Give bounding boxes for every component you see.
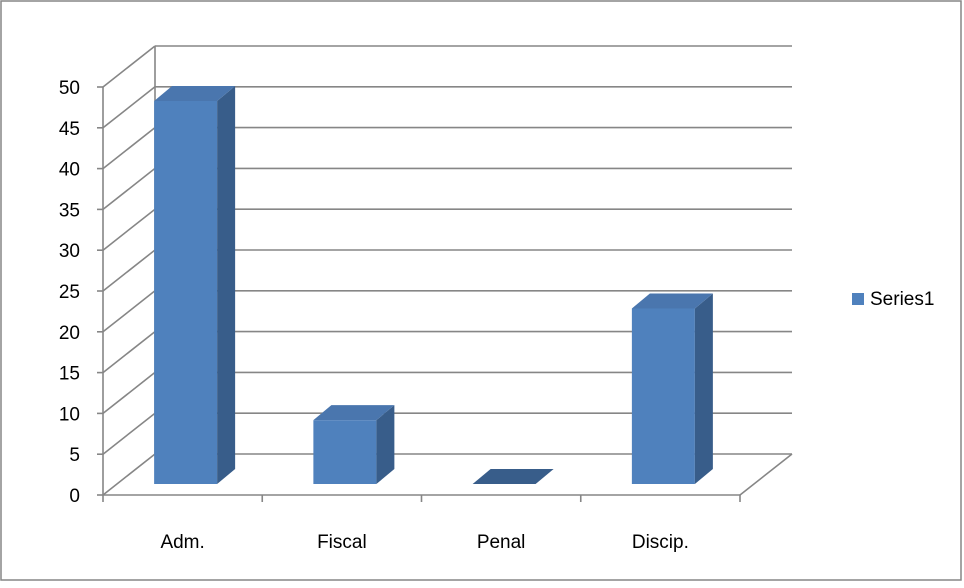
gridline-side	[102, 167, 156, 211]
legend-label-series1: Series1	[870, 289, 934, 310]
chart-axes: 0 5 10 15 20 25 30 35 40 45 50 Adm. Fiscal Penal Disci…	[59, 78, 741, 553]
y-tick-label: 20	[59, 323, 80, 344]
gridline-side	[102, 290, 156, 333]
gridline-side	[102, 371, 156, 415]
y-tick-label: 0	[69, 486, 80, 507]
y-tick-label: 15	[59, 364, 80, 385]
y-tick-label: 30	[59, 241, 80, 262]
bar-penal	[472, 469, 554, 484]
bar-front	[313, 420, 377, 484]
x-tick-label: Penal	[477, 532, 526, 553]
gridline-side	[102, 45, 156, 88]
y-tick-label: 10	[59, 404, 80, 425]
bar-adm	[154, 85, 236, 485]
gridline-side	[102, 249, 156, 292]
gridline-side	[102, 330, 156, 374]
bar-top	[154, 85, 236, 101]
gridline-side	[102, 453, 156, 496]
y-tick-label: 40	[59, 160, 80, 181]
bar-side	[694, 293, 713, 484]
bar-discip	[631, 293, 713, 484]
bar-front	[154, 100, 218, 485]
bar-fiscal	[313, 405, 395, 484]
bar-side	[376, 405, 395, 484]
floor-edge	[739, 453, 793, 496]
gridline-side	[102, 412, 156, 455]
bar-top	[313, 405, 395, 421]
x-tick-label: Discip.	[632, 532, 689, 553]
gridline-side	[102, 208, 156, 251]
gridline-side	[102, 126, 156, 170]
x-tick-label: Fiscal	[317, 532, 367, 553]
chart-bars	[154, 85, 713, 485]
x-tick-label: Adm.	[160, 532, 204, 553]
chart-legend: Series1	[852, 289, 934, 310]
bar-top	[472, 469, 554, 484]
gridline-side	[102, 86, 156, 129]
y-tick-label: 5	[69, 445, 80, 466]
y-tick-label: 50	[59, 78, 80, 99]
bar-front	[631, 308, 695, 484]
y-tick-label: 45	[59, 119, 80, 140]
bar-top	[631, 293, 713, 309]
y-tick-label: 35	[59, 200, 80, 221]
legend-swatch	[852, 293, 864, 305]
y-tick-label: 25	[59, 282, 80, 303]
bar-side	[217, 85, 236, 485]
